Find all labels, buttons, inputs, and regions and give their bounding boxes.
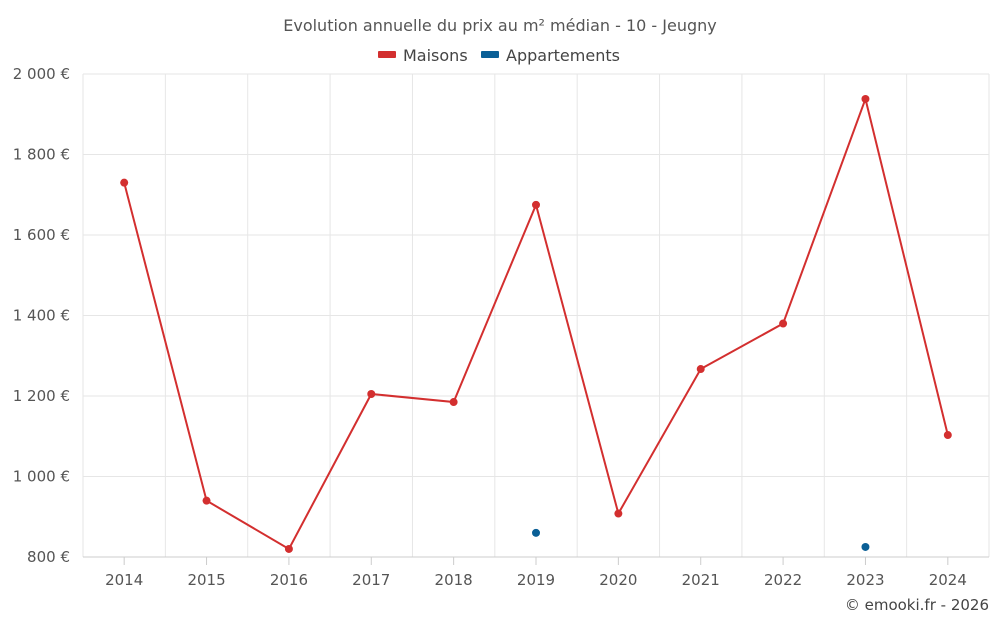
y-tick-label: 1 200 €	[13, 387, 70, 405]
data-point-appartements[interactable]	[861, 542, 870, 551]
x-tick-label: 2016	[270, 571, 308, 589]
y-tick-label: 1 600 €	[13, 226, 70, 244]
x-tick-label: 2023	[846, 571, 884, 589]
data-point-maisons[interactable]	[943, 431, 952, 440]
grid	[82, 73, 990, 557]
data-point-maisons[interactable]	[779, 319, 788, 328]
data-point-appartements[interactable]	[532, 528, 540, 537]
data-point-maisons[interactable]	[532, 200, 540, 209]
x-tick-label: 2014	[105, 571, 143, 589]
data-point-maisons[interactable]	[861, 94, 870, 103]
x-tick-label: 2021	[682, 571, 720, 589]
data-point-maisons[interactable]	[614, 509, 623, 518]
x-tick-label: 2015	[187, 571, 225, 589]
x-tick-label: 2019	[517, 571, 555, 589]
x-tick-label: 2022	[764, 571, 802, 589]
legend: Maisons Appartements	[378, 46, 620, 65]
y-tick-label: 1 800 €	[13, 146, 70, 164]
x-tick-label: 2020	[599, 571, 637, 589]
data-point-maisons[interactable]	[449, 398, 458, 407]
legend-label-maisons[interactable]: Maisons	[403, 46, 468, 65]
x-axis: 2014 2015 2016 2017 2018 2019 2020 2021 2022 2023…	[83, 556, 989, 589]
credit-text: © emooki.fr - 2026	[845, 596, 989, 614]
data-point-maisons[interactable]	[367, 389, 376, 398]
data-point-maisons[interactable]	[284, 544, 293, 553]
data-point-maisons[interactable]	[202, 496, 211, 505]
x-tick-label: 2024	[929, 571, 967, 589]
y-tick-label: 1 000 €	[13, 468, 70, 486]
legend-swatch-appartements	[481, 51, 499, 58]
chart-title: Evolution annuelle du prix au m² médian …	[283, 16, 717, 35]
y-tick-label: 800 €	[27, 548, 70, 566]
x-tick-label: 2018	[435, 571, 473, 589]
data-point-maisons[interactable]	[120, 178, 129, 187]
y-tick-label: 1 400 €	[13, 307, 70, 325]
data-point-maisons[interactable]	[696, 365, 705, 374]
legend-swatch-maisons	[378, 51, 396, 58]
y-axis: 800 € 1 000 € 1 200 € 1 400 € 1 600 € 1 800 €…	[13, 65, 70, 566]
x-tick-label: 2017	[352, 571, 390, 589]
legend-label-appartements[interactable]: Appartements	[506, 46, 620, 65]
series-layer	[120, 94, 952, 553]
y-tick-label: 2 000 €	[13, 65, 70, 83]
